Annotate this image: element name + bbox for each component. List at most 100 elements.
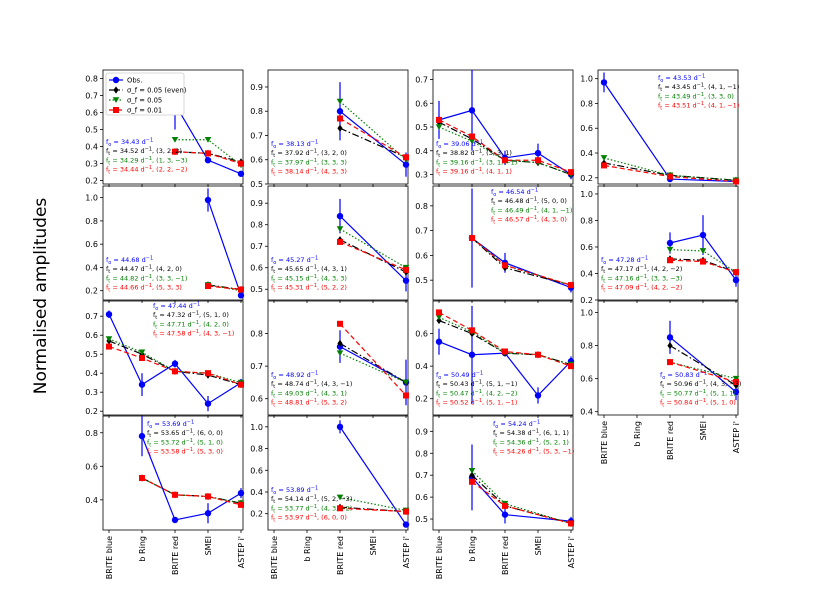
y-tick-label: 0.8 xyxy=(415,449,428,458)
axes-frame xyxy=(267,415,409,531)
x-tick-label: BRITE blue xyxy=(435,536,444,579)
data-point-obs xyxy=(402,521,410,528)
annotation-text: ft = 46.48 d−1, (5, 0, 0) xyxy=(491,197,567,208)
data-point-obs xyxy=(237,170,245,177)
annotation-text: ft = 50.96 d−1, (4, 3, −3) xyxy=(660,380,741,391)
y-tick-label: 0.6 xyxy=(415,251,428,260)
y-tick-label: 0.8 xyxy=(85,429,98,438)
annotation-text: ft = 46.49 d−1, (4, 1, −1) xyxy=(491,206,572,217)
y-tick-label: 0.8 xyxy=(250,330,263,339)
data-point-s005 xyxy=(732,375,740,382)
annotation-text: fo = 38.13 d−1 xyxy=(271,140,318,151)
data-point-s001 xyxy=(568,169,574,176)
axes-frame xyxy=(597,69,739,185)
series-line-s005 xyxy=(603,157,737,181)
x-tick-label: BRITE red xyxy=(171,536,180,575)
axes-frame xyxy=(267,69,409,185)
y-tick-label: 0.6 xyxy=(415,330,428,339)
data-point-obs xyxy=(138,381,146,388)
data-point-s001 xyxy=(667,173,673,180)
data-point-s001 xyxy=(172,491,178,498)
data-point-s001 xyxy=(403,154,409,161)
y-tick-label: 0.6 xyxy=(415,493,428,502)
data-point-s005 xyxy=(435,314,443,321)
axes-frame xyxy=(432,185,574,301)
data-point-obs xyxy=(435,338,443,345)
data-point-obs xyxy=(534,392,542,399)
data-point-s001 xyxy=(601,162,607,169)
series-line-s001 xyxy=(669,361,737,383)
chart-panel: 0.6 0.7 0.8 fo = 48.92 d−1ft = 48.74 d−1, (… xyxy=(250,300,410,418)
annotation-text: ft = 38.14 d−1, (4, 3, 3) xyxy=(271,167,347,178)
y-tick-label: 0.3 xyxy=(85,160,98,169)
data-point-s005 xyxy=(336,494,344,501)
data-point-s005 xyxy=(138,349,146,356)
series-line-s001 xyxy=(438,311,572,367)
series-line-obs xyxy=(339,110,407,166)
y-tick-label: 0.7 xyxy=(250,362,263,371)
legend-label-s001: σ_f = 0.01 xyxy=(127,107,162,115)
y-tick-label: 0.3 xyxy=(85,388,98,397)
data-point-obs xyxy=(468,351,476,358)
annotation-text: ft = 47.32 d−1, (5, 1, 0) xyxy=(153,311,229,322)
series-line-s001 xyxy=(141,477,242,506)
y-tick-label: 0.7 xyxy=(250,242,263,251)
annotation-text: ft = 50.47 d−1, (4, 2, −2) xyxy=(436,389,517,400)
annotation-text: ft = 44.47 d−1, (4, 2, 0) xyxy=(106,265,182,276)
annotation-text: fo = 53.89 d−1 xyxy=(271,486,318,497)
y-tick-label: 0.3 xyxy=(415,171,428,180)
series-line-s005e xyxy=(438,319,572,366)
y-tick-label: 0.4 xyxy=(85,143,98,152)
data-point-s001 xyxy=(337,115,343,122)
annotation-text: fo = 53.69 d−1 xyxy=(147,420,194,431)
y-tick-label: 0.9 xyxy=(250,199,263,208)
data-point-s001 xyxy=(667,359,673,366)
annotation-text: ft = 47.71 d−1, (4, 2, 0) xyxy=(153,320,229,331)
annotation-text: ft = 54.14 d−1, (5, 2, −3) xyxy=(271,495,352,506)
annotation-text: ft = 34.52 d−1, (3, 2, 2) xyxy=(106,147,182,158)
series-line-obs xyxy=(339,215,407,282)
data-point-obs xyxy=(204,510,212,517)
annotation-text: fo = 54.24 d−1 xyxy=(493,420,540,431)
data-point-s005 xyxy=(204,136,212,143)
series-line-s005 xyxy=(438,316,572,366)
data-point-s001 xyxy=(139,355,145,361)
data-point-s001 xyxy=(667,257,673,264)
data-point-obs xyxy=(336,108,344,115)
data-point-s001 xyxy=(733,378,739,385)
series-line-s001 xyxy=(471,481,572,525)
data-point-s001 xyxy=(568,282,574,289)
annotation-text: ft = 34.29 d−1, (1, 3, −3) xyxy=(106,156,187,167)
annotation-text: fo = 50.83 d−1 xyxy=(660,371,707,382)
data-point-s001 xyxy=(238,381,244,388)
data-point-s005 xyxy=(171,136,179,143)
x-tick-label: BRITE blue xyxy=(105,536,114,579)
data-point-s005e xyxy=(337,124,343,132)
series-line-s005e xyxy=(471,237,572,286)
data-point-obs xyxy=(534,149,542,157)
data-point-s001 xyxy=(106,343,112,350)
x-tick-label: BRITE blue xyxy=(600,421,609,464)
y-tick-label: 0.4 xyxy=(250,488,263,497)
y-tick-label: 0.9 xyxy=(250,83,263,92)
chart-panel: 0.2 0.4 0.6 0.8 1.0 fo = 47.28 d−1ft = 47.17 … xyxy=(580,185,740,305)
y-tick-label: 1.0 xyxy=(580,309,593,318)
x-tick-label: BRITE blue xyxy=(270,536,279,579)
y-tick-label: 0.4 xyxy=(580,408,593,417)
chart-panel: 0.2 0.4 0.6 0.8 1.0 fo = 43.53 d−1ft = 43.45 … xyxy=(580,69,739,187)
data-point-s001 xyxy=(172,368,178,375)
data-point-s001 xyxy=(436,309,442,316)
data-point-s005 xyxy=(336,98,344,105)
axes-frame xyxy=(102,185,244,301)
axes-frame xyxy=(102,69,244,185)
chart-panel: 0.5 0.6 0.7 0.8 0.9 fo = 45.27 d−1ft = 45.65 … xyxy=(250,185,410,303)
annotation-text: ft = 54.38 d−1, (6, 1, 1) xyxy=(493,429,569,440)
annotation-text: ft = 37.92 d−1, (3, 2, 0) xyxy=(271,149,347,160)
series-line-s001 xyxy=(438,119,572,173)
annotation-text: fo = 47.28 d−1 xyxy=(601,256,648,267)
data-point-s001 xyxy=(469,327,475,334)
legend-label-obs: Obs. xyxy=(127,77,142,85)
chart-panel: 0.5 0.6 0.7 0.8 fo = 46.54 d−1ft = 46.48 d−1… xyxy=(415,185,575,303)
series-line-s005e xyxy=(339,342,407,383)
